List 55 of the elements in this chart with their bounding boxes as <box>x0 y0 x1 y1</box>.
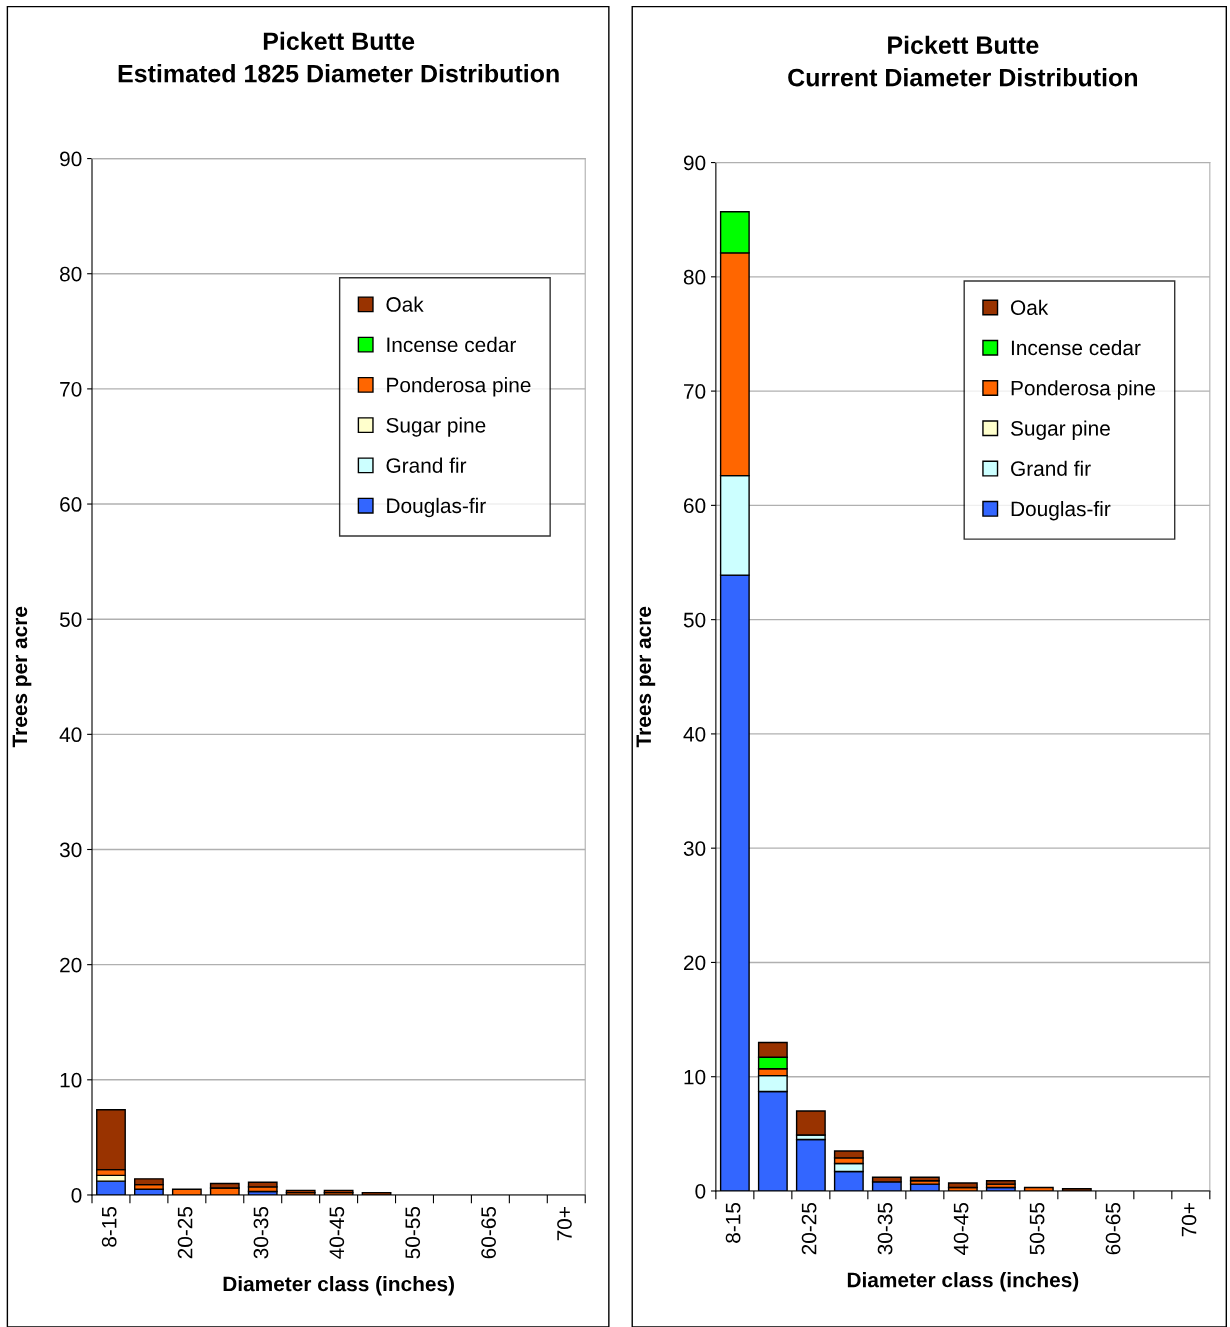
y-tick-label: 30 <box>59 842 82 858</box>
y-tick-label: 40 <box>683 726 706 742</box>
x-tick-label: 8-15 <box>725 1202 741 1243</box>
y-tick-label: 70 <box>60 381 82 397</box>
legend-label: Douglas-fir <box>1011 500 1111 521</box>
y-axis-title: Trees per acre <box>636 606 656 748</box>
y-tick-label: 20 <box>60 957 82 973</box>
chart-title: Pickett Butte Current Diameter Distribution <box>788 35 1138 87</box>
bar <box>947 1182 978 1189</box>
legend-label: Grand fir <box>386 457 467 473</box>
x-axis-title: Diameter class (inches) <box>847 1272 1079 1292</box>
x-tick-label: 50-55 <box>1029 1202 1045 1255</box>
x-tick-label: 30-35 <box>253 1206 269 1259</box>
x-axis-title: Diameter class (inches) <box>223 1276 454 1296</box>
legend-label: Oak <box>1011 299 1049 316</box>
legend-label: Grand fir <box>1011 460 1091 477</box>
legend-label: Incense cedar <box>387 336 516 353</box>
legend-label: Sugar pine <box>1010 420 1110 440</box>
legend-label: Ponderosa pine <box>387 377 531 397</box>
bar <box>985 1180 1016 1185</box>
y-tick-label: 90 <box>683 155 706 171</box>
x-tick-label: 20-25 <box>801 1202 817 1255</box>
x-tick-label: 8-15 <box>101 1206 117 1247</box>
x-tick-label: 60-65 <box>1105 1202 1121 1255</box>
chart-title: Pickett Butte Estimated 1825 Diameter Distribution <box>118 31 559 83</box>
y-axis-title: Trees per acre <box>12 606 32 748</box>
x-tick-label: 40-45 <box>329 1206 345 1259</box>
bar <box>795 1110 826 1136</box>
legend-label: Douglas-fir <box>387 497 486 518</box>
y-tick-label: 50 <box>683 612 706 628</box>
legend-label: Incense cedar <box>1011 339 1141 356</box>
legend-label: Sugar pine <box>386 417 486 437</box>
x-tick-label: 40-45 <box>953 1202 969 1255</box>
x-tick-label: 20-25 <box>177 1206 193 1259</box>
y-tick-label: 80 <box>60 266 82 282</box>
y-tick-label: 70 <box>684 384 706 399</box>
y-tick-label: 30 <box>683 841 706 856</box>
y-tick-label: 40 <box>59 727 82 743</box>
x-tick-label: 30-35 <box>877 1202 893 1255</box>
legend-label: Oak <box>386 296 424 312</box>
y-tick-label: 60 <box>684 498 706 514</box>
y-tick-label: 80 <box>683 269 706 285</box>
y-tick-label: 60 <box>60 497 82 512</box>
y-tick-label: 0 <box>695 1183 706 1199</box>
x-tick-label: 50-55 <box>405 1206 421 1259</box>
y-tick-label: 50 <box>59 612 82 627</box>
y-tick-label: 10 <box>60 1072 82 1088</box>
y-tick-label: 0 <box>71 1187 82 1203</box>
y-tick-label: 10 <box>684 1069 706 1085</box>
y-tick-label: 20 <box>684 955 706 971</box>
legend-label: Ponderosa pine <box>1011 380 1156 400</box>
x-tick-label: 70+ <box>1181 1203 1197 1237</box>
x-tick-label: 60-65 <box>481 1206 496 1259</box>
y-tick-label: 90 <box>60 151 82 167</box>
x-tick-label: 70+ <box>557 1207 572 1241</box>
